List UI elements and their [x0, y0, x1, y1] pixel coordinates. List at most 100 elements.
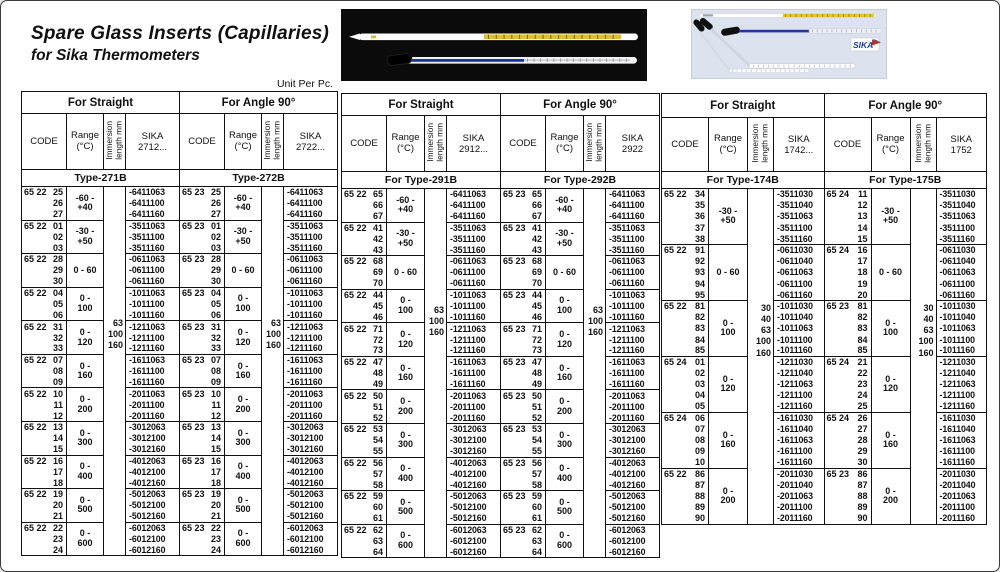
range-cell: 0 - 200 — [870, 467, 910, 525]
sika-cell: -4012063 — [605, 456, 660, 469]
code-cell: 65 23 56 — [500, 456, 546, 469]
code-cell: 24 — [22, 545, 67, 556]
code-suffix: 15 — [857, 233, 868, 244]
sika-cell: -2011160 — [935, 512, 987, 525]
sika-cell: -3511040 — [935, 199, 987, 211]
code-suffix: 29 — [210, 265, 221, 276]
sika-cell: -6411160 — [125, 208, 180, 221]
table-row: 08 -1611100 08 -1611100 — [22, 365, 338, 377]
range-cell: 0 - 60 — [224, 253, 262, 288]
code-suffix: 28 — [52, 254, 63, 265]
table-row: 27 -6411160 27 -6411160 — [22, 208, 338, 221]
code-suffix: 89 — [694, 502, 705, 513]
sika-cell: -1611063 — [446, 355, 501, 368]
table-row: 65 22 56 0 - 400 -4012063 65 23 56 0 - 400 -401… — [341, 456, 660, 491]
code-suffix: 07 — [210, 355, 221, 366]
code-suffix: 85 — [857, 345, 868, 356]
sika-cell: -1211063 — [773, 378, 824, 390]
table-row: 61 -5012160 61 -5012160 — [342, 512, 660, 525]
column-header-code: CODE — [341, 115, 387, 172]
table-row: 94 -0611100 19 -0611100 — [662, 278, 987, 290]
sika-cell: -1211063 — [446, 322, 501, 334]
code-cell: 14 — [823, 222, 871, 234]
sika-cell: -2011030 — [773, 467, 824, 480]
code-suffix: 19 — [857, 278, 868, 289]
code-suffix: 04 — [694, 390, 705, 401]
column-header-range: Range (°C) — [870, 117, 910, 172]
code-cell: 65 23 44 — [500, 288, 546, 301]
code-suffix: 66 — [531, 200, 542, 211]
code-cell: 65 23 07 — [179, 353, 225, 366]
range-cell: 0 - 100 — [545, 288, 584, 323]
code-suffix: 09 — [210, 377, 221, 388]
code-suffix: 52 — [531, 412, 542, 423]
table-row: 65 22 28 0 - 60 -0611063 65 23 28 0 - 60 -06110… — [21, 253, 338, 288]
sika-cell: -1011160 — [773, 345, 824, 357]
table-row: 65 22 91 0 - 60 -0611030 65 24 16 0 - 60 -06110… — [661, 243, 987, 301]
range-cell: 0 - 400 — [224, 454, 262, 489]
column-header-immersion: Immersion length mm — [747, 117, 774, 172]
table-row: 33 -1211160 33 -1211160 — [22, 343, 338, 355]
code-prefix: 65 23 — [182, 489, 205, 500]
code-suffix: 43 — [531, 244, 542, 255]
code-suffix: 31 — [52, 321, 63, 332]
code-suffix: 33 — [52, 343, 63, 354]
code-suffix: 33 — [210, 343, 221, 354]
code-cell: 64 — [342, 547, 387, 558]
type-label: For Type-292B — [500, 171, 660, 189]
sika-cell: -1611160 — [935, 457, 987, 469]
sika-cell: -5012160 — [605, 512, 660, 525]
code-prefix: 65 23 — [182, 321, 205, 332]
code-cell: 05 — [662, 401, 709, 412]
code-cell: 65 22 19 — [21, 488, 67, 500]
sika-cell: -1011030 — [773, 299, 824, 312]
sika-cell: -1211160 — [935, 401, 987, 413]
code-cell: 08 — [22, 366, 67, 377]
range-cell: 0 - 300 — [545, 422, 584, 457]
code-cell: 46 — [500, 311, 546, 323]
code-cell: 65 22 71 — [341, 322, 387, 334]
code-suffix: 68 — [531, 256, 542, 267]
sika-cell: -4012100 — [446, 468, 501, 480]
table-row: 87 -2011040 87 -2011040 — [662, 479, 987, 491]
table-row: 69 -0611100 69 -0611100 — [342, 266, 660, 278]
code-suffix: 10 — [52, 388, 63, 399]
code-suffix: 22 — [52, 522, 63, 533]
range-cell: 0 - 600 — [224, 521, 262, 556]
code-cell: 65 24 21 — [823, 355, 871, 368]
sika-cell: -1011100 — [283, 298, 338, 310]
code-prefix: 65 22 — [344, 424, 367, 435]
code-cell: 61 — [342, 513, 387, 524]
code-prefix: 65 22 — [664, 301, 687, 312]
code-suffix: 21 — [52, 511, 63, 522]
sika-cell: -6012160 — [446, 546, 501, 558]
range-cell: 0 - 400 — [386, 456, 425, 491]
sika-cell: -4012160 — [283, 477, 338, 489]
sika-cell: -2011160 — [125, 410, 180, 422]
code-suffix: 71 — [531, 323, 542, 334]
code-prefix: 65 23 — [503, 390, 526, 401]
code-cell: 65 24 06 — [661, 411, 709, 424]
code-prefix: 65 23 — [503, 323, 526, 334]
sika-cell: -5012100 — [605, 501, 660, 513]
code-suffix: 81 — [694, 301, 705, 312]
code-cell: 65 23 10 — [179, 387, 225, 400]
table-row: 49 -1611160 49 -1611160 — [342, 378, 660, 390]
range-cell: 0 - 160 — [386, 355, 425, 390]
code-suffix: 36 — [694, 211, 705, 222]
sika-cell: -3511100 — [605, 233, 660, 245]
code-suffix: 23 — [857, 379, 868, 390]
code-cell: 17 — [22, 466, 67, 477]
code-cell: 65 22 59 — [341, 490, 387, 502]
code-suffix: 05 — [694, 401, 705, 412]
code-cell: 14 — [179, 432, 225, 444]
code-suffix: 65 — [531, 189, 542, 200]
svg-text:SIKA: SIKA — [853, 40, 873, 50]
sika-cell: -2011063 — [283, 387, 338, 400]
code-cell: 03 — [22, 242, 67, 253]
code-cell: 65 23 65 — [500, 187, 546, 200]
range-cell: 0 - 200 — [66, 387, 104, 422]
code-cell: 65 22 22 — [21, 521, 67, 534]
sika-cell: -3511063 — [283, 219, 338, 232]
table-row: 65 22 19 0 - 500 -5012063 65 23 19 0 - 500 -501… — [21, 488, 338, 523]
